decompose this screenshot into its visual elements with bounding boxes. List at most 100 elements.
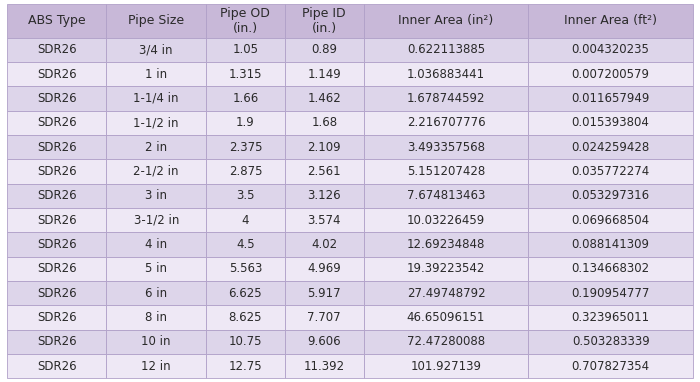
Bar [106,183,206,208]
Text: 0.024259428: 0.024259428 [572,141,650,154]
Bar [7,62,106,86]
Bar [106,257,206,281]
Bar [364,354,528,378]
Text: 10 in: 10 in [141,335,171,348]
Text: 1.9: 1.9 [236,116,255,129]
Bar [285,4,364,37]
Text: 4.969: 4.969 [307,262,341,275]
Bar [206,62,285,86]
Text: 3-1/2 in: 3-1/2 in [134,214,179,227]
Bar [206,208,285,232]
Bar [528,183,693,208]
Bar [364,183,528,208]
Bar [364,208,528,232]
Text: 3.126: 3.126 [307,189,341,202]
Text: 1.149: 1.149 [307,68,341,81]
Text: 27.49748792: 27.49748792 [407,286,485,299]
Bar [206,354,285,378]
Text: 10.03226459: 10.03226459 [407,214,485,227]
Text: 2-1/2 in: 2-1/2 in [134,165,179,178]
Text: 0.069668504: 0.069668504 [572,214,650,227]
Bar [7,86,106,110]
Text: 0.134668302: 0.134668302 [572,262,650,275]
Bar [7,330,106,354]
Bar [364,232,528,257]
Bar [7,159,106,183]
Text: 11.392: 11.392 [304,359,345,372]
Bar [7,4,106,37]
Bar [206,330,285,354]
Bar [364,281,528,305]
Bar [285,86,364,110]
Bar [206,4,285,37]
Bar [285,354,364,378]
Text: 1.66: 1.66 [232,92,258,105]
Text: 2.375: 2.375 [229,141,262,154]
Bar [528,86,693,110]
Bar [528,354,693,378]
Bar [364,110,528,135]
Bar [528,257,693,281]
Text: SDR26: SDR26 [37,262,76,275]
Bar [206,281,285,305]
Text: ABS Type: ABS Type [28,14,85,27]
Text: 6 in: 6 in [145,286,167,299]
Bar [7,281,106,305]
Text: Pipe OD
(in.): Pipe OD (in.) [220,6,270,35]
Text: 3 in: 3 in [145,189,167,202]
Bar [528,232,693,257]
Text: SDR26: SDR26 [37,92,76,105]
Bar [106,86,206,110]
Bar [364,86,528,110]
Text: SDR26: SDR26 [37,311,76,324]
Bar [364,257,528,281]
Text: 8.625: 8.625 [229,311,262,324]
Bar [285,305,364,330]
Bar [364,135,528,159]
Text: 2 in: 2 in [145,141,167,154]
Text: SDR26: SDR26 [37,116,76,129]
Text: Pipe ID
(in.): Pipe ID (in.) [302,6,346,35]
Bar [364,4,528,37]
Bar [206,135,285,159]
Text: SDR26: SDR26 [37,359,76,372]
Text: 6.625: 6.625 [229,286,262,299]
Text: SDR26: SDR26 [37,335,76,348]
Bar [106,281,206,305]
Text: 5 in: 5 in [145,262,167,275]
Bar [528,110,693,135]
Text: Inner Area (ft²): Inner Area (ft²) [564,14,657,27]
Bar [106,208,206,232]
Bar [7,232,106,257]
Bar [7,208,106,232]
Text: 0.503283339: 0.503283339 [572,335,650,348]
Text: 19.39223542: 19.39223542 [407,262,485,275]
Bar [7,183,106,208]
Bar [285,183,364,208]
Text: 1.462: 1.462 [307,92,341,105]
Bar [528,305,693,330]
Text: 2.216707776: 2.216707776 [407,116,485,129]
Bar [206,110,285,135]
Text: 5.917: 5.917 [307,286,341,299]
Bar [285,135,364,159]
Text: 3.574: 3.574 [307,214,341,227]
Text: SDR26: SDR26 [37,214,76,227]
Bar [7,110,106,135]
Bar [285,37,364,62]
Bar [106,62,206,86]
Text: 2.561: 2.561 [307,165,341,178]
Bar [206,159,285,183]
Text: 1.036883441: 1.036883441 [407,68,485,81]
Text: 4 in: 4 in [145,238,167,251]
Text: 7.674813463: 7.674813463 [407,189,485,202]
Text: SDR26: SDR26 [37,238,76,251]
Bar [7,135,106,159]
Bar [364,305,528,330]
Text: SDR26: SDR26 [37,43,76,56]
Text: SDR26: SDR26 [37,141,76,154]
Text: Pipe Size: Pipe Size [128,14,184,27]
Bar [206,37,285,62]
Text: 12.69234848: 12.69234848 [407,238,485,251]
Bar [206,232,285,257]
